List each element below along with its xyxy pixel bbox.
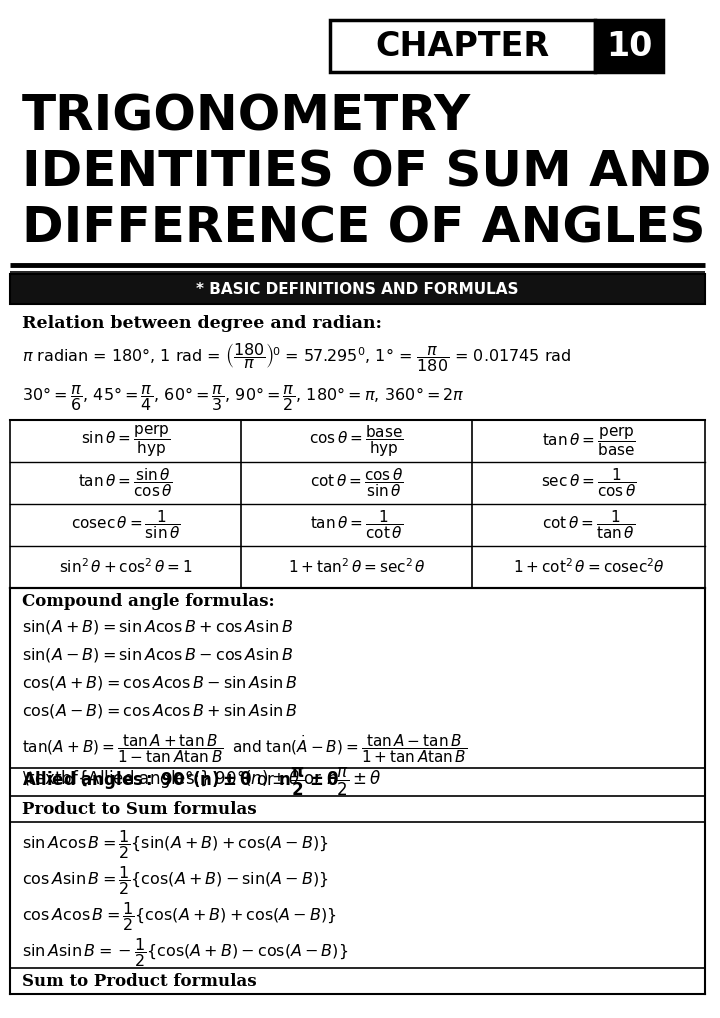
Text: $\cos A\cos B = \dfrac{1}{2}\{\cos(A+B) + \cos(A-B)\}$: $\cos A\cos B = \dfrac{1}{2}\{\cos(A+B) … (22, 900, 337, 932)
Text: Compound angle formulas:: Compound angle formulas: (22, 592, 274, 610)
Text: $\sin^2\theta + \cos^2\theta = 1$: $\sin^2\theta + \cos^2\theta = 1$ (59, 558, 192, 576)
Text: $\cot\theta = \dfrac{\cos\theta}{\sin\theta}$: $\cot\theta = \dfrac{\cos\theta}{\sin\th… (310, 466, 403, 500)
Text: $1 + \tan^2\theta = \sec^2\theta$: $1 + \tan^2\theta = \sec^2\theta$ (287, 558, 426, 576)
Text: $\tan\theta = \dfrac{1}{\cot\theta}$: $\tan\theta = \dfrac{1}{\cot\theta}$ (310, 509, 403, 542)
Text: $\pi$ radian = 180°, 1 rad = $\left(\dfrac{180}{\pi}\right)^{\!0}$ = 57.295$^{0}: $\pi$ radian = 180°, 1 rad = $\left(\dfr… (22, 341, 571, 374)
Text: IDENTITIES OF SUM AND: IDENTITIES OF SUM AND (22, 148, 711, 196)
Bar (595, 20, 663, 72)
Text: $\bf{Allied\ angles:}\ 90°(n) \pm \theta\ \mathrm{or}\ n\dfrac{\pi}{2}\pm\theta$: $\bf{Allied\ angles:}\ 90°(n) \pm \theta… (22, 766, 339, 798)
Text: $\sin A\sin B = -\dfrac{1}{2}\{\cos(A+B) - \cos(A-B)\}$: $\sin A\sin B = -\dfrac{1}{2}\{\cos(A+B)… (22, 936, 348, 969)
Text: $\mathrm{cosec}\,\theta = \dfrac{1}{\sin\theta}$: $\mathrm{cosec}\,\theta = \dfrac{1}{\sin… (71, 509, 180, 542)
Text: TRIGONOMETRY: TRIGONOMETRY (22, 92, 471, 140)
Text: $30° = \dfrac{\pi}{6},\, 45° = \dfrac{\pi}{4},\, 60° = \dfrac{\pi}{3},\, 90° = \: $30° = \dfrac{\pi}{6},\, 45° = \dfrac{\p… (22, 383, 464, 413)
Text: $\sec\theta = \dfrac{1}{\cos\theta}$: $\sec\theta = \dfrac{1}{\cos\theta}$ (541, 466, 636, 500)
Text: $\sin A\cos B = \dfrac{1}{2}\{\sin(A+B) + \cos(A-B)\}$: $\sin A\cos B = \dfrac{1}{2}\{\sin(A+B) … (22, 828, 328, 861)
Bar (330, 20, 595, 72)
Text: $\tan\theta = \dfrac{\sin\theta}{\cos\theta}$: $\tan\theta = \dfrac{\sin\theta}{\cos\th… (78, 466, 173, 500)
Text: $\cos A\sin B = \dfrac{1}{2}\{\cos(A+B) - \sin(A-B)\}$: $\cos A\sin B = \dfrac{1}{2}\{\cos(A+B) … (22, 864, 328, 897)
Text: CHAPTER: CHAPTER (375, 30, 549, 62)
Text: $\sin\theta = \dfrac{\mathrm{perp}}{\mathrm{hyp}}$: $\sin\theta = \dfrac{\mathrm{perp}}{\mat… (81, 422, 170, 459)
Text: $1 + \cot^2\theta = \mathrm{cosec}^2\theta$: $1 + \cot^2\theta = \mathrm{cosec}^2\the… (513, 558, 665, 576)
Text: Product to Sum formulas: Product to Sum formulas (22, 800, 256, 817)
Text: Relation between degree and radian:: Relation between degree and radian: (22, 315, 382, 332)
Text: * BASIC DEFINITIONS AND FORMULAS: * BASIC DEFINITIONS AND FORMULAS (197, 282, 518, 296)
Text: $\tan(A+B) = \dfrac{\tan A+\tan B}{1-\tan A\tan B}\;$ and $\tan(\dot{A}-B) = \df: $\tan(A+B) = \dfrac{\tan A+\tan B}{1-\ta… (22, 732, 467, 765)
Text: $\cos(A-B) = \cos A\cos B + \sin A\sin B$: $\cos(A-B) = \cos A\cos B + \sin A\sin B… (22, 702, 297, 720)
Text: 10: 10 (606, 30, 652, 62)
Text: $\sin(A-B) = \sin A\cos B - \cos A\sin B$: $\sin(A-B) = \sin A\cos B - \cos A\sin B… (22, 646, 293, 664)
Bar (10, 274, 705, 304)
Text: $\sin(A+B) = \sin A\cos B + \cos A\sin B$: $\sin(A+B) = \sin A\cos B + \cos A\sin B… (22, 618, 293, 636)
Text: \textbf{Allied angles:} $90°(n)\pm\theta$ or $n\dfrac{\pi}{2}\pm\theta$: \textbf{Allied angles:} $90°(n)\pm\theta… (22, 766, 382, 798)
Text: DIFFERENCE OF ANGLES: DIFFERENCE OF ANGLES (22, 204, 706, 252)
Text: Sum to Product formulas: Sum to Product formulas (22, 972, 256, 989)
Text: $\cot\theta = \dfrac{1}{\tan\theta}$: $\cot\theta = \dfrac{1}{\tan\theta}$ (542, 509, 635, 542)
Text: $\cos\theta = \dfrac{\mathrm{base}}{\mathrm{hyp}}$: $\cos\theta = \dfrac{\mathrm{base}}{\mat… (309, 423, 404, 459)
Text: $\cos(A+B) = \cos A\cos B - \sin A\sin B$: $\cos(A+B) = \cos A\cos B - \sin A\sin B… (22, 674, 297, 692)
Text: $\tan\theta = \dfrac{\mathrm{perp}}{\mathrm{base}}$: $\tan\theta = \dfrac{\mathrm{perp}}{\mat… (541, 425, 636, 458)
